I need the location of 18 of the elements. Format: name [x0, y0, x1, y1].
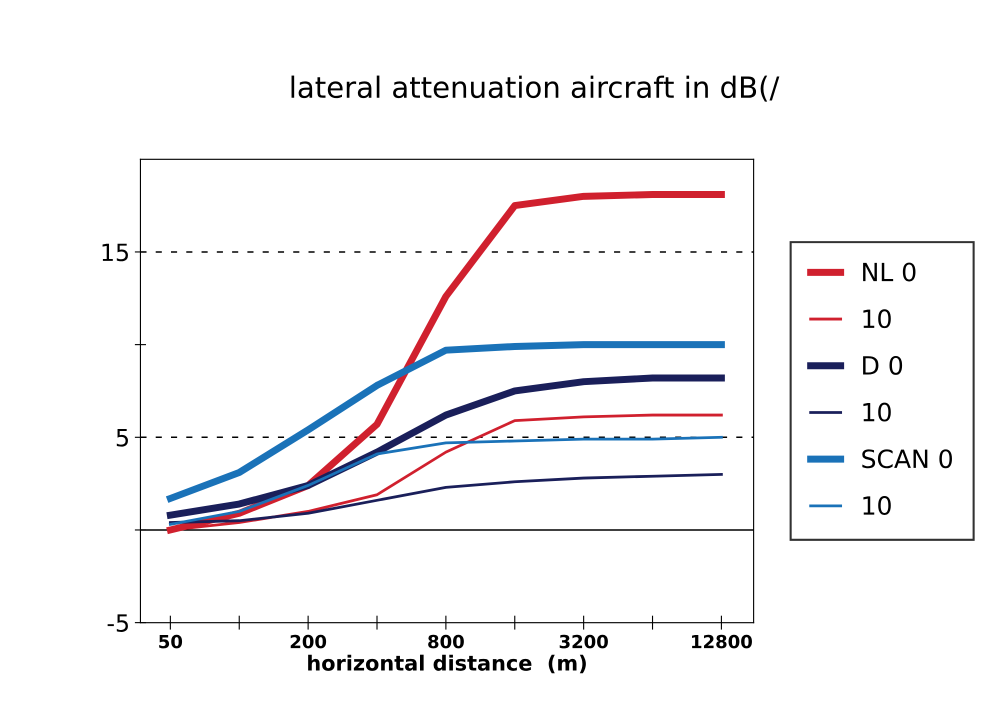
x-tick-label: 3200 [560, 634, 608, 648]
chart-title: lateral attenuation aircraft in dB(/ [292, 76, 780, 102]
x-tick-label: 200 [290, 634, 326, 648]
x-tick-label: 12800 [692, 634, 752, 648]
x-axis-title: horizontal distance (m) [308, 654, 586, 674]
legend-label: NL 0 [863, 262, 916, 282]
legend-label: 10 [863, 496, 891, 515]
line-series [168, 472, 723, 524]
legend-label: SCAN 0 [862, 449, 952, 468]
x-tick-label: 50 [159, 634, 182, 648]
y-tick-label: 15 [102, 244, 128, 262]
legend-label: 10 [863, 402, 891, 422]
y-tick-label: -5 [108, 614, 128, 632]
y-tick-label: 5 [116, 429, 128, 447]
legend-label: 10 [863, 309, 891, 328]
line-series [168, 436, 723, 526]
legend-label: D 0 [863, 356, 902, 375]
x-tick-label: 800 [428, 634, 464, 648]
